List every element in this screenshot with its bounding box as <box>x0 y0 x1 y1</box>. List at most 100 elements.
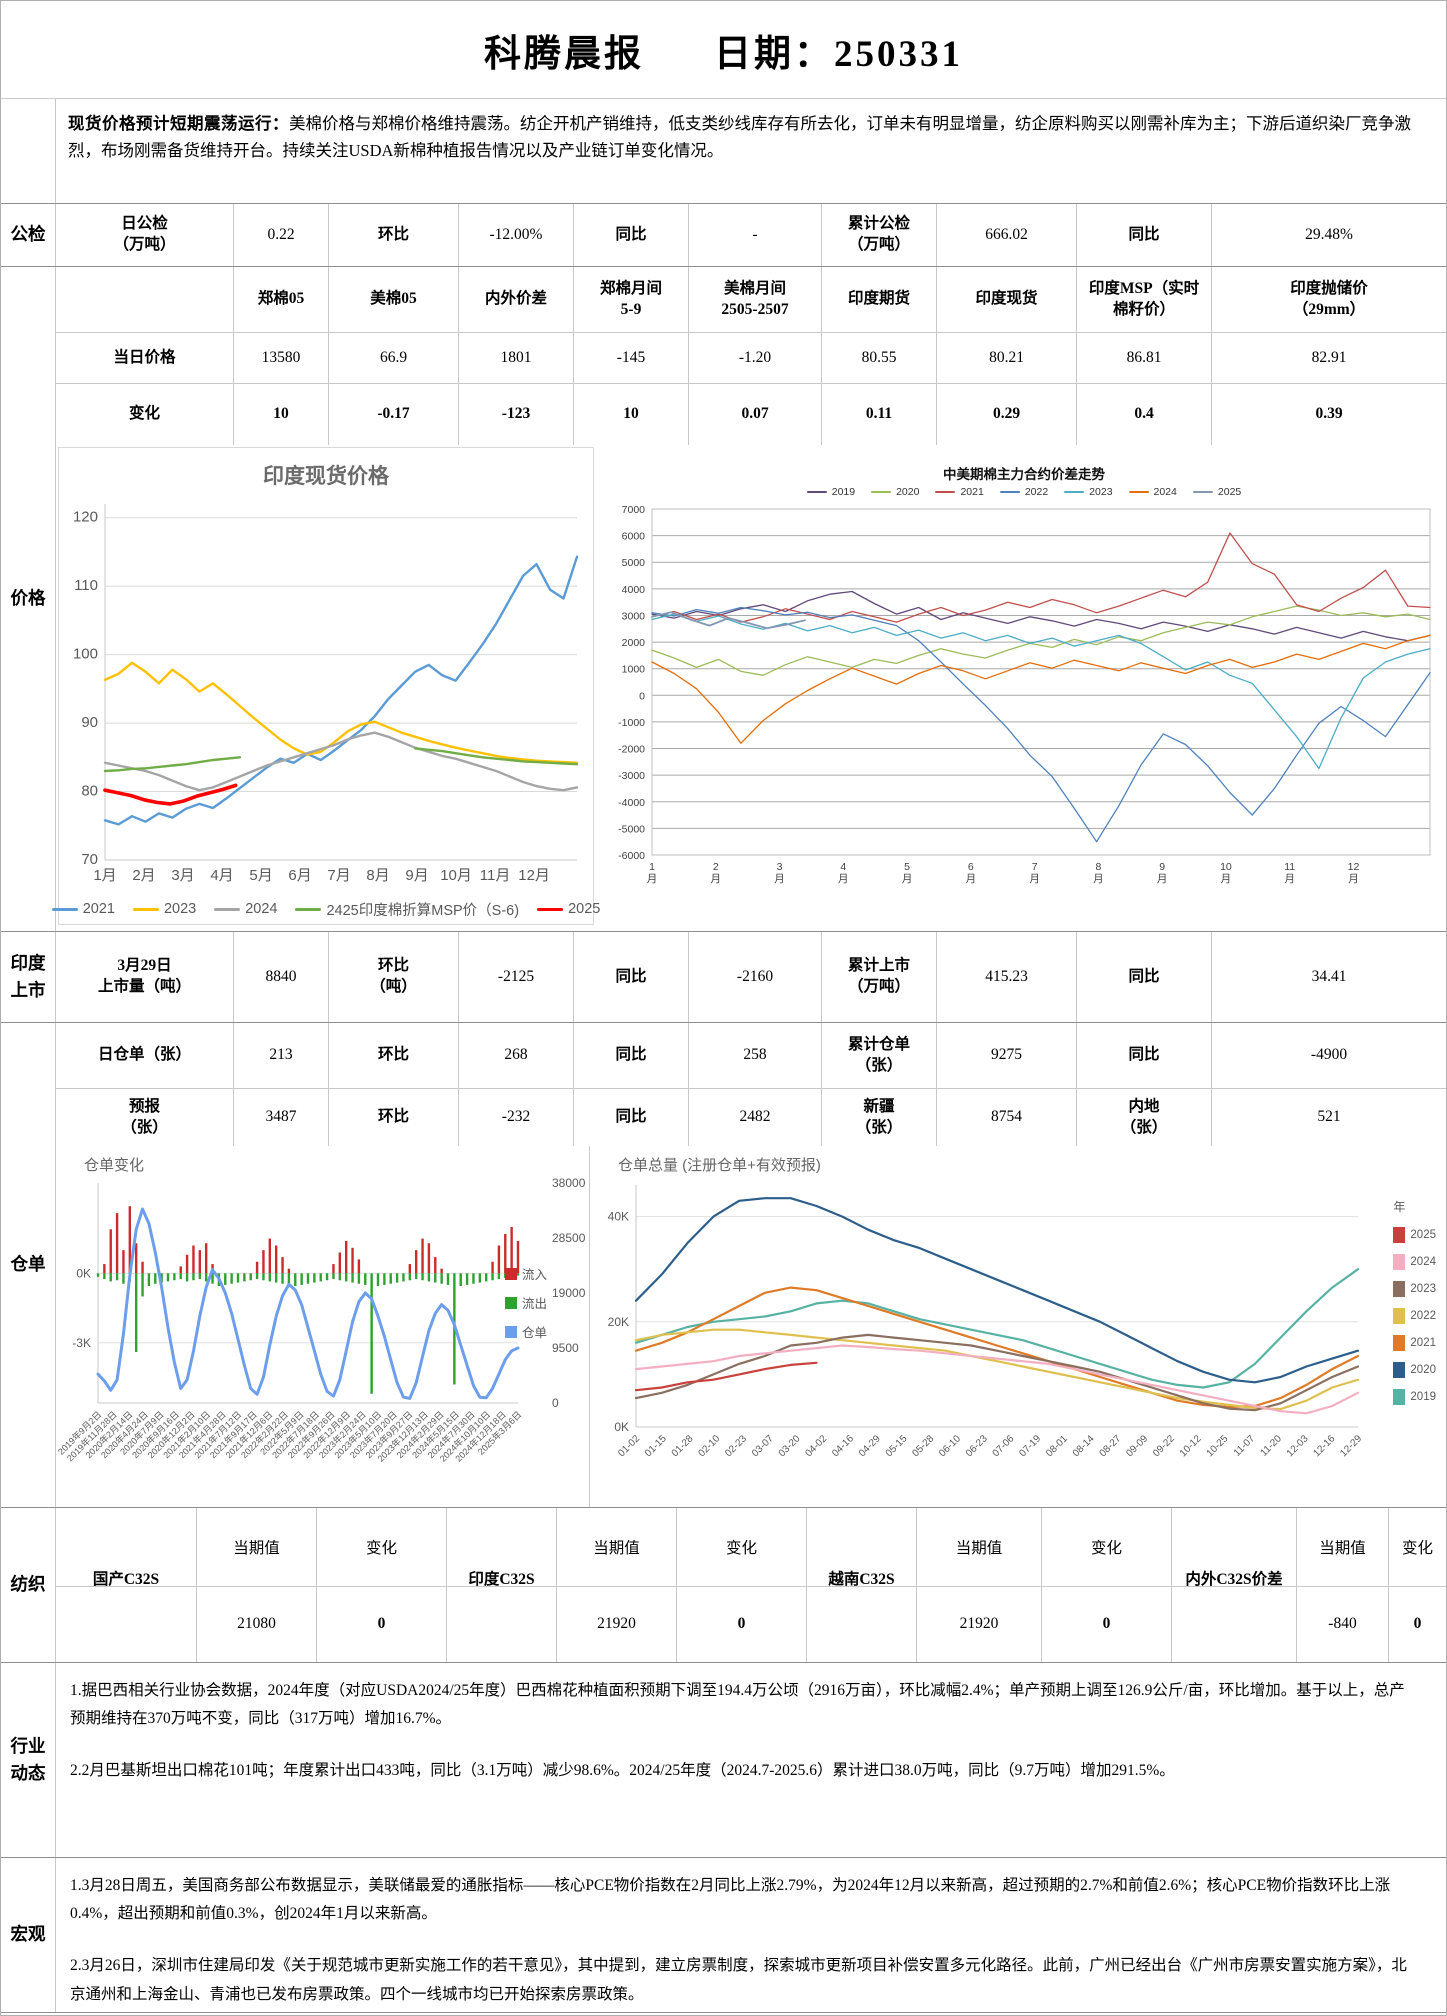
table-cell: 213 <box>233 1023 328 1088</box>
receipt-total-plot: 0K 20K 40K 01-02 01-15 01-28 02-10 02-23 03-07 03… <box>608 1185 1364 1459</box>
legend-swatch <box>1128 491 1149 493</box>
table-cell: 0.39 <box>1211 384 1446 445</box>
legend-swatch <box>537 907 564 911</box>
svg-text:12: 12 <box>1348 861 1360 873</box>
table-cell: 郑棉05 <box>233 267 328 332</box>
svg-text:11月: 11月 <box>480 867 511 884</box>
svg-text:19000: 19000 <box>552 1286 586 1300</box>
legend-label: 2025 <box>1217 486 1242 498</box>
svg-text:1: 1 <box>649 861 655 873</box>
svg-text:8: 8 <box>1095 861 1101 873</box>
table-cell: 累计仓单 （张） <box>821 1023 936 1088</box>
table-cell: 415.23 <box>936 932 1076 1022</box>
svg-text:10-25: 10-25 <box>1205 1433 1231 1459</box>
table-cell: 2482 <box>688 1089 821 1146</box>
legend-swatch <box>295 907 322 911</box>
table-cell: 0.4 <box>1076 384 1211 445</box>
legend-item: 2022 <box>1393 1308 1436 1324</box>
legend-swatch <box>1393 1362 1406 1378</box>
svg-text:09-09: 09-09 <box>1124 1433 1150 1459</box>
table-cell: 同比 <box>573 932 688 1022</box>
table-cell: -0.17 <box>328 384 458 445</box>
svg-text:10-12: 10-12 <box>1178 1433 1204 1459</box>
svg-text:0K: 0K <box>76 1266 91 1280</box>
table-cell: 同比 <box>573 204 688 266</box>
svg-text:月: 月 <box>774 873 785 885</box>
legend-item: 2025 <box>1393 1227 1436 1243</box>
svg-text:月: 月 <box>838 873 849 885</box>
legend-item: 2425印度棉折算MSP价（S-6) <box>295 899 519 920</box>
legend-item: 2024 <box>214 901 277 917</box>
svg-text:1000: 1000 <box>622 664 646 676</box>
svg-text:07-19: 07-19 <box>1017 1433 1043 1459</box>
table-cell: 美棉月间 2505-2507 <box>688 267 821 332</box>
textile-value: 0 <box>676 1586 806 1662</box>
svg-text:7: 7 <box>1032 861 1038 873</box>
price-header-row: 郑棉05 美棉05 内外价差 郑棉月间 5-9 美棉月间 2505-2507 印度期货 印度… <box>56 267 1446 332</box>
legend-swatch <box>1192 491 1213 493</box>
table-cell: -4900 <box>1211 1023 1446 1088</box>
legend-label: 2020 <box>896 486 920 498</box>
svg-text:09-22: 09-22 <box>1151 1433 1177 1459</box>
table-cell: 34.41 <box>1211 932 1446 1022</box>
table-cell: 内外价差 <box>458 267 573 332</box>
legend-title: 年 <box>1393 1200 1406 1214</box>
textile-value: 21920 <box>556 1586 676 1662</box>
legend-item: 2019 <box>806 486 855 498</box>
svg-text:月: 月 <box>1093 873 1104 885</box>
svg-text:04-29: 04-29 <box>857 1433 883 1459</box>
chart-receipt-total: 仓单总量 (注册仓单+有效预报) 0K 20K 40K 01-02 01-15 01-28… <box>590 1146 1446 1507</box>
svg-text:月: 月 <box>902 873 913 885</box>
svg-text:6月: 6月 <box>288 867 311 884</box>
svg-text:70: 70 <box>81 851 98 868</box>
svg-text:20K: 20K <box>608 1315 629 1329</box>
chart-legend: 2021 2023 2024 2425印度棉折算MSP价（S-6) 2025 <box>51 895 600 923</box>
table-cell: 印度现货 <box>936 267 1076 332</box>
chart-title: 仓单变化 <box>84 1157 145 1174</box>
table-cell: 9275 <box>936 1023 1076 1088</box>
table-cell: 3月29日 上市量（吨） <box>97 957 191 995</box>
svg-text:40K: 40K <box>608 1210 629 1224</box>
summary-label-spacer <box>1 99 56 203</box>
table-cell: 同比 <box>1076 1023 1211 1088</box>
section-label-inspection: 公检 <box>1 204 56 266</box>
forecast-row: 预报 （张） 3487 环比 -232 同比 2482 新疆 （张） 8754 内地 （张） 52… <box>56 1088 1446 1146</box>
legend-label: 2020 <box>1410 1364 1436 1376</box>
legend-swatch <box>1393 1308 1406 1324</box>
svg-text:月: 月 <box>966 873 977 885</box>
industry-band: 行业 动态 1.据巴西相关行业协会数据，2024年度（对应USDA2024/25… <box>1 1663 1446 1858</box>
svg-text:04-02: 04-02 <box>803 1433 829 1459</box>
textile-name: 国产C32S <box>92 1571 160 1588</box>
table-cell: 666.02 <box>936 204 1076 266</box>
svg-text:9: 9 <box>1159 861 1165 873</box>
legend-item: 流入 <box>504 1264 547 1283</box>
report-header: 科腾晨报 日期：250331 <box>1 1 1446 99</box>
svg-text:2: 2 <box>713 861 719 873</box>
textile-value: 0 <box>1388 1586 1446 1662</box>
svg-text:-3K: -3K <box>72 1336 91 1350</box>
svg-text:-4000: -4000 <box>618 797 645 809</box>
svg-text:5月: 5月 <box>249 867 272 884</box>
svg-text:12-03: 12-03 <box>1285 1433 1311 1459</box>
table-cell: 郑棉月间 5-9 <box>573 267 688 332</box>
svg-text:110: 110 <box>74 577 98 594</box>
report-title: 科腾晨报 <box>484 33 644 75</box>
table-cell: 印度期货 <box>821 267 936 332</box>
table-cell: 当日价格 <box>113 348 176 366</box>
svg-text:11: 11 <box>1284 861 1295 873</box>
legend-label: 流出 <box>521 1297 547 1311</box>
table-cell: 66.9 <box>328 333 458 383</box>
svg-text:7000: 7000 <box>622 504 646 516</box>
svg-text:10月: 10月 <box>440 867 472 884</box>
legend-item: 2023 <box>132 901 196 917</box>
svg-text:08-01: 08-01 <box>1044 1433 1070 1459</box>
legend-label: 2022 <box>1024 486 1049 498</box>
receipt-change-plot: 0K-3K380002850019000950002019年9月2日2019年1… <box>55 1176 586 1464</box>
svg-text:06-10: 06-10 <box>937 1433 963 1459</box>
svg-text:08-14: 08-14 <box>1071 1433 1097 1459</box>
legend-item: 2022 <box>999 486 1049 498</box>
textile-name: 印度C32S <box>446 1508 556 1662</box>
table-cell: 80.55 <box>821 333 936 383</box>
svg-text:12月: 12月 <box>518 867 550 884</box>
legend-label: 流入 <box>521 1268 547 1282</box>
